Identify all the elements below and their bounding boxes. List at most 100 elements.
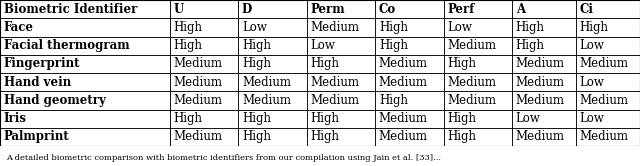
Text: High: High xyxy=(379,21,408,34)
Text: Iris: Iris xyxy=(4,112,27,125)
Text: Medium: Medium xyxy=(516,130,565,143)
Text: High: High xyxy=(242,130,271,143)
Bar xyxy=(444,18,512,37)
Text: Medium: Medium xyxy=(379,57,428,70)
Bar xyxy=(375,73,444,91)
Text: Low: Low xyxy=(580,76,605,89)
Text: High: High xyxy=(242,57,271,70)
Bar xyxy=(576,110,640,128)
Bar xyxy=(512,73,576,91)
Bar xyxy=(375,110,444,128)
Text: D: D xyxy=(242,3,252,16)
Bar xyxy=(576,55,640,73)
Bar xyxy=(444,73,512,91)
Bar xyxy=(0,110,170,128)
Bar xyxy=(512,91,576,110)
Text: A detailed biometric comparison with biometric identifiers from our compilation : A detailed biometric comparison with bio… xyxy=(6,154,442,162)
Bar xyxy=(512,18,576,37)
Bar xyxy=(444,37,512,55)
Text: Medium: Medium xyxy=(173,57,223,70)
Bar xyxy=(170,55,238,73)
Bar xyxy=(512,55,576,73)
Text: Medium: Medium xyxy=(447,76,497,89)
Text: Facial thermogram: Facial thermogram xyxy=(4,39,129,52)
Text: Medium: Medium xyxy=(242,94,291,107)
Bar xyxy=(576,0,640,18)
Text: Low: Low xyxy=(447,21,472,34)
Text: High: High xyxy=(173,39,202,52)
Bar xyxy=(0,37,170,55)
Text: High: High xyxy=(310,130,339,143)
Text: Perm: Perm xyxy=(310,3,345,16)
Bar xyxy=(375,0,444,18)
Text: Low: Low xyxy=(580,112,605,125)
Text: High: High xyxy=(242,39,271,52)
Bar xyxy=(170,0,238,18)
Text: Low: Low xyxy=(516,112,541,125)
Text: High: High xyxy=(516,21,545,34)
Bar xyxy=(0,0,170,18)
Text: Medium: Medium xyxy=(173,94,223,107)
Text: Medium: Medium xyxy=(516,76,565,89)
Bar xyxy=(444,128,512,146)
Bar xyxy=(238,128,307,146)
Bar xyxy=(0,18,170,37)
Bar xyxy=(307,73,375,91)
Bar xyxy=(238,110,307,128)
Bar xyxy=(238,18,307,37)
Bar xyxy=(375,18,444,37)
Text: Face: Face xyxy=(4,21,34,34)
Bar xyxy=(512,110,576,128)
Text: Medium: Medium xyxy=(447,94,497,107)
Bar xyxy=(170,73,238,91)
Bar xyxy=(576,73,640,91)
Text: Co: Co xyxy=(379,3,396,16)
Bar xyxy=(0,55,170,73)
Text: High: High xyxy=(242,112,271,125)
Text: Low: Low xyxy=(580,39,605,52)
Bar xyxy=(170,128,238,146)
Bar xyxy=(0,73,170,91)
Bar xyxy=(375,91,444,110)
Text: High: High xyxy=(379,39,408,52)
Bar xyxy=(307,37,375,55)
Text: Medium: Medium xyxy=(580,57,629,70)
Text: Medium: Medium xyxy=(580,130,629,143)
Bar xyxy=(444,55,512,73)
Bar xyxy=(170,37,238,55)
Text: Biometric Identifier: Biometric Identifier xyxy=(4,3,137,16)
Bar xyxy=(170,110,238,128)
Bar xyxy=(444,91,512,110)
Text: Medium: Medium xyxy=(379,76,428,89)
Text: U: U xyxy=(173,3,184,16)
Text: Medium: Medium xyxy=(242,76,291,89)
Bar xyxy=(444,0,512,18)
Bar xyxy=(238,0,307,18)
Text: A: A xyxy=(516,3,525,16)
Text: Medium: Medium xyxy=(173,130,223,143)
Text: Low: Low xyxy=(242,21,267,34)
Text: High: High xyxy=(310,112,339,125)
Bar xyxy=(238,73,307,91)
Text: Medium: Medium xyxy=(379,112,428,125)
Bar xyxy=(307,91,375,110)
Bar xyxy=(576,91,640,110)
Bar xyxy=(170,18,238,37)
Bar xyxy=(170,91,238,110)
Text: High: High xyxy=(173,112,202,125)
Text: Medium: Medium xyxy=(310,94,360,107)
Bar xyxy=(307,128,375,146)
Text: High: High xyxy=(516,39,545,52)
Text: High: High xyxy=(310,57,339,70)
Bar xyxy=(512,128,576,146)
Text: Hand vein: Hand vein xyxy=(4,76,71,89)
Text: Low: Low xyxy=(310,39,335,52)
Text: High: High xyxy=(447,112,476,125)
Text: High: High xyxy=(447,130,476,143)
Bar xyxy=(307,0,375,18)
Bar xyxy=(307,18,375,37)
Bar xyxy=(238,37,307,55)
Bar xyxy=(512,0,576,18)
Text: Hand geometry: Hand geometry xyxy=(4,94,106,107)
Text: Ci: Ci xyxy=(580,3,594,16)
